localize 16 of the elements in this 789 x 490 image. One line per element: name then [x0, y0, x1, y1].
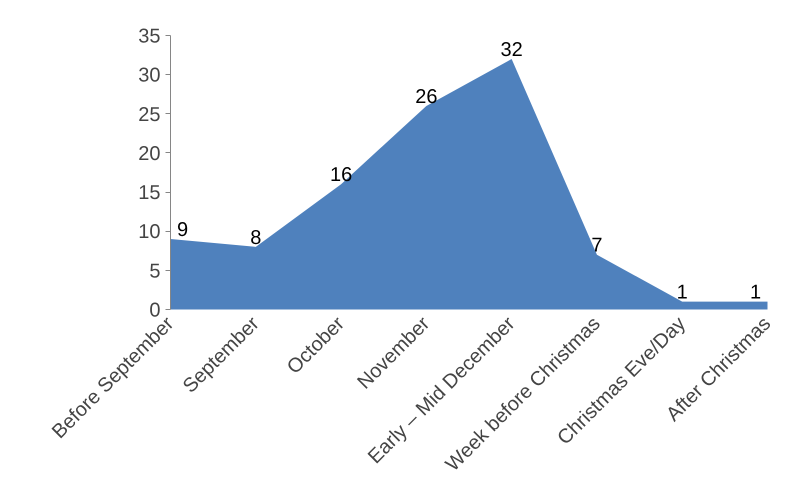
y-tick-label: 30 — [138, 64, 161, 87]
data-label: 9 — [176, 219, 188, 242]
data-label: 7 — [591, 234, 602, 257]
y-tick-label: 25 — [138, 104, 161, 126]
y-tick-label: 5 — [149, 260, 160, 282]
data-label: 1 — [750, 282, 762, 304]
y-tick-label: 35 — [138, 26, 161, 48]
data-label: 8 — [250, 226, 262, 249]
data-label: 16 — [330, 164, 352, 186]
y-tick-label: 20 — [138, 142, 161, 165]
y-tick-label: 0 — [149, 300, 160, 322]
data-label: 1 — [676, 282, 688, 304]
data-label: 32 — [500, 38, 523, 61]
y-tick-label: 10 — [138, 221, 161, 244]
data-label: 26 — [415, 86, 438, 108]
y-tick-label: 15 — [138, 182, 161, 204]
